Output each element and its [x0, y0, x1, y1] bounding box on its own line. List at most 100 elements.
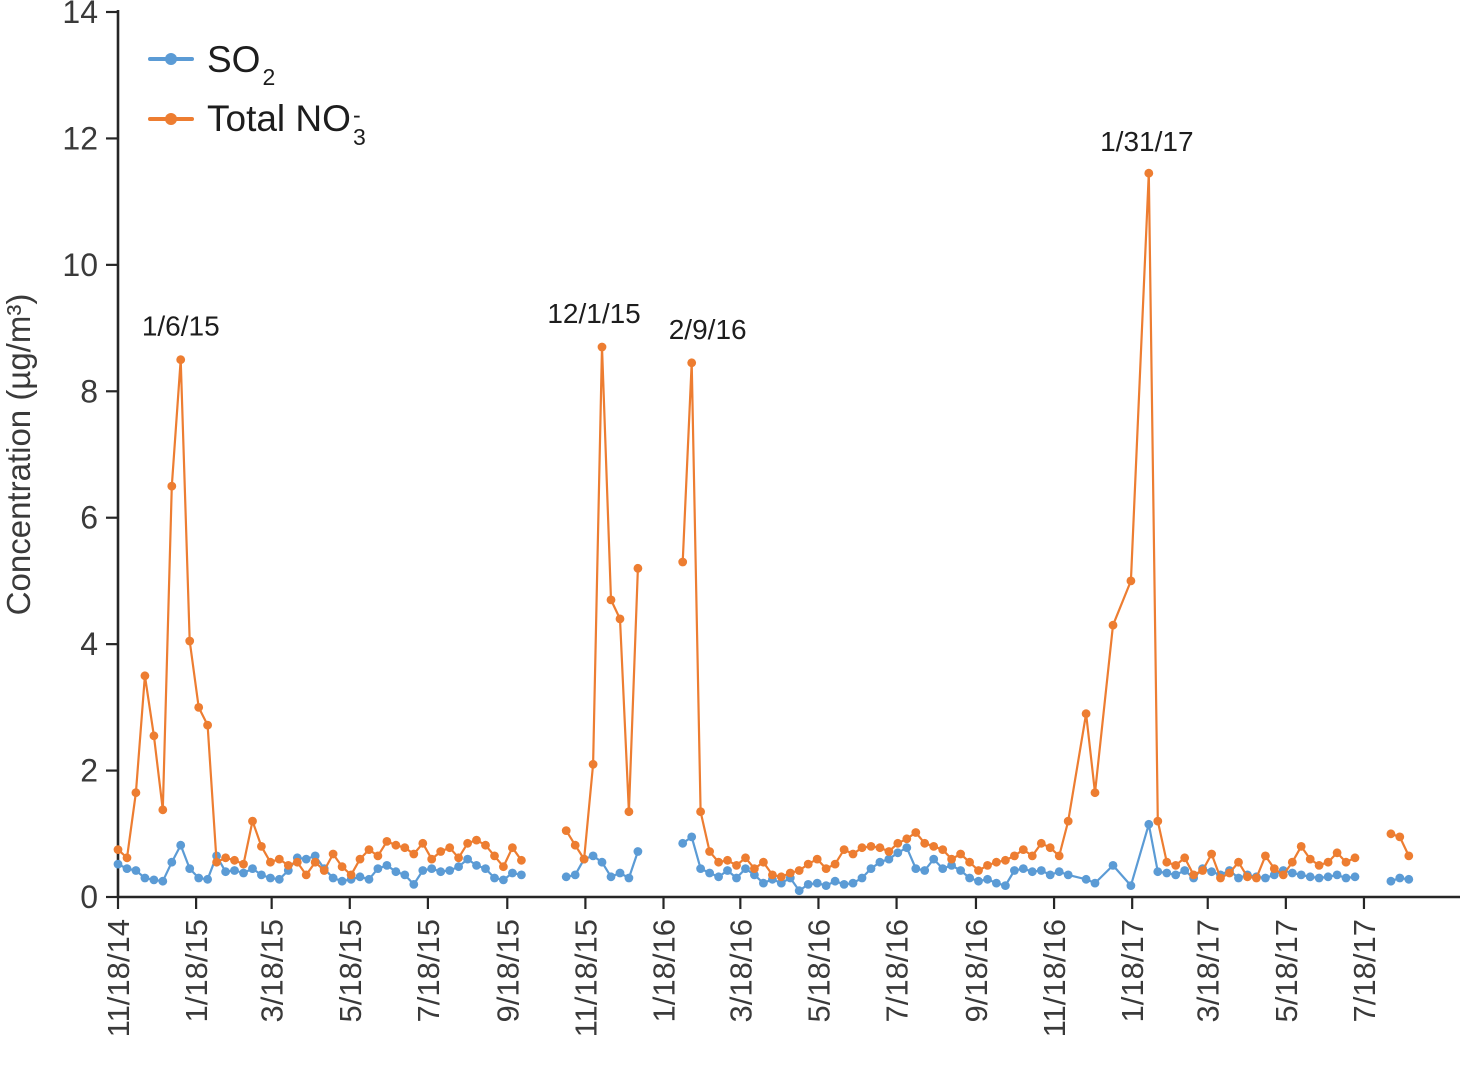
- so2-marker: [517, 870, 526, 880]
- so2-marker: [248, 864, 257, 873]
- so2-marker: [624, 873, 634, 883]
- so2-marker: [1153, 867, 1163, 877]
- so2-marker: [687, 832, 697, 842]
- so2-marker: [490, 873, 499, 883]
- total-no3-marker: [839, 845, 849, 854]
- so2-marker: [812, 878, 822, 888]
- so2-marker: [759, 878, 768, 888]
- so2-marker: [1001, 881, 1010, 890]
- annotation-1-6-15: 1/6/15: [142, 311, 220, 342]
- total-no3-series: [113, 168, 1414, 883]
- total-no3-marker: [992, 857, 1001, 867]
- total-no3-marker: [705, 847, 714, 856]
- so2-line-swatch: [148, 53, 194, 66]
- y-tick-label: 10: [62, 247, 98, 283]
- total-no3-marker: [974, 866, 983, 875]
- so2-marker: [382, 861, 392, 870]
- so2-marker: [902, 843, 912, 853]
- so2-marker: [911, 864, 921, 873]
- total-no3-marker: [723, 855, 732, 865]
- total-no3-marker: [848, 849, 858, 859]
- total-no3-marker: [830, 859, 840, 869]
- so2-marker: [221, 867, 231, 877]
- so2-marker: [1010, 866, 1019, 875]
- so2-marker: [427, 864, 437, 873]
- so2-marker: [866, 864, 876, 873]
- so2-marker: [266, 873, 275, 883]
- so2-marker: [615, 868, 625, 878]
- total-no3-marker: [812, 854, 822, 864]
- so2-marker: [992, 878, 1001, 888]
- y-tick-label: 14: [62, 0, 98, 30]
- total-no3-marker: [158, 805, 168, 815]
- total-no3-marker: [248, 816, 257, 826]
- total-no3-marker: [1063, 816, 1073, 826]
- so2-marker: [508, 868, 517, 878]
- so2-marker: [185, 864, 195, 873]
- total-no3-marker: [230, 855, 239, 865]
- total-no3-marker: [239, 859, 248, 869]
- total-no3-marker: [687, 358, 697, 368]
- so2-marker: [203, 874, 213, 884]
- so2-marker: [1090, 878, 1100, 888]
- total-no3-marker: [714, 857, 723, 867]
- total-no3-marker: [427, 854, 437, 864]
- total-no3-marker: [283, 861, 293, 870]
- total-no3-marker: [185, 636, 195, 646]
- total-no3-marker: [517, 855, 526, 865]
- peak-annotations: 1/6/15 12/1/15 2/9/16 1/31/17: [142, 126, 1194, 345]
- so2-marker: [158, 876, 168, 886]
- x-tick-label: 3/18/16: [723, 919, 758, 1022]
- so2-marker: [1063, 870, 1073, 880]
- total-no3-marker: [1018, 845, 1028, 854]
- so2-marker: [561, 872, 571, 882]
- total-no3-marker: [1027, 851, 1037, 861]
- so2-marker: [1027, 867, 1037, 877]
- total-no3-marker: [1269, 864, 1279, 873]
- x-tick-label: 1/18/17: [1115, 919, 1150, 1022]
- so2-marker: [1332, 870, 1342, 880]
- total-no3-marker: [122, 853, 132, 863]
- total-no3-marker: [310, 857, 320, 867]
- so2-marker: [597, 857, 607, 867]
- so2-marker: [409, 880, 419, 889]
- so2-marker: [230, 866, 239, 875]
- y-tick-label: 8: [80, 373, 98, 409]
- total-no3-marker: [1081, 709, 1091, 719]
- total-no3-marker: [1314, 861, 1324, 870]
- so2-marker: [1296, 870, 1306, 880]
- so2-marker: [194, 873, 204, 883]
- total-no3-marker: [1332, 848, 1342, 858]
- so2-marker: [1054, 867, 1064, 877]
- total-no3-marker: [732, 861, 741, 870]
- so2-marker: [1234, 873, 1243, 883]
- so2-marker: [723, 866, 732, 875]
- legend-no3-base: Total NO: [207, 98, 351, 140]
- total-no3-marker: [570, 840, 580, 850]
- so2-marker: [436, 867, 446, 877]
- so2-marker: [1207, 867, 1216, 877]
- total-no3-marker: [776, 872, 786, 882]
- total-no3-marker: [1090, 788, 1100, 798]
- y-tick-label: 2: [80, 753, 98, 789]
- total-no3-marker: [956, 849, 965, 859]
- so2-marker: [875, 857, 885, 867]
- so2-marker: [1323, 872, 1333, 882]
- x-tick-label: 3/18/17: [1191, 919, 1226, 1022]
- total-no3-marker: [884, 847, 894, 856]
- x-tick-label: 9/18/16: [959, 919, 994, 1022]
- total-no3-marker: [1216, 873, 1225, 883]
- total-no3-marker: [893, 838, 903, 848]
- total-no3-marker: [266, 857, 275, 867]
- total-no3-marker: [803, 859, 813, 869]
- total-no3-marker: [1341, 857, 1351, 867]
- legend-label-total-no3: Total NO -3: [207, 97, 366, 148]
- axes: [116, 10, 1460, 899]
- total-no3-marker: [929, 842, 939, 851]
- total-no3-marker: [1296, 842, 1306, 851]
- total-no3-marker: [741, 853, 750, 863]
- total-no3-marker: [346, 870, 356, 880]
- total-no3-marker: [938, 845, 948, 854]
- total-no3-marker: [920, 838, 930, 848]
- total-no3-marker: [633, 563, 643, 573]
